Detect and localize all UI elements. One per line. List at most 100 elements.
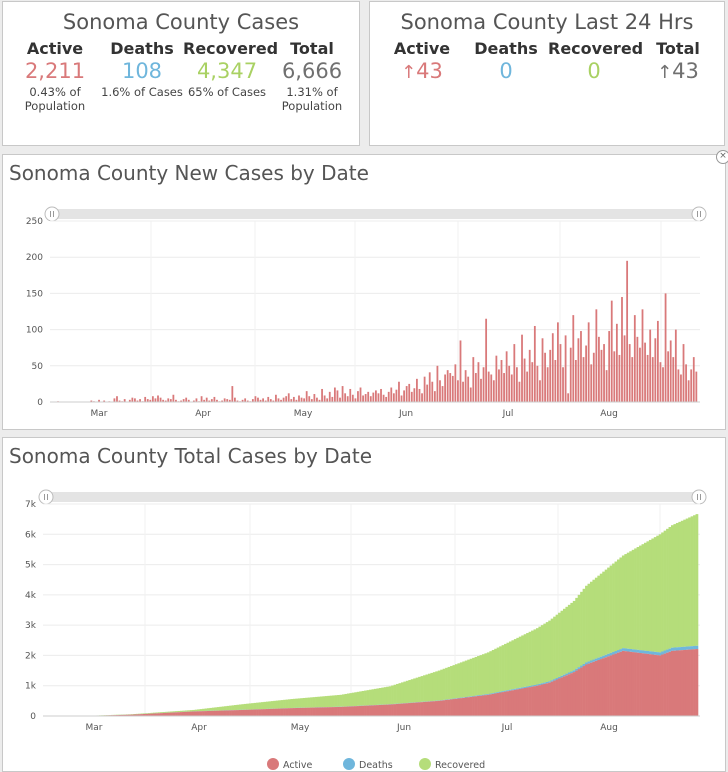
bar (454, 364, 457, 402)
recovered-bar (592, 579, 596, 660)
recovered-value: 4,347 (196, 59, 258, 83)
bar (159, 397, 162, 402)
deaths-bar (619, 649, 623, 652)
legend-swatch[interactable] (267, 758, 279, 770)
active-bar (695, 649, 699, 716)
legend-label[interactable]: Active (283, 760, 313, 771)
bar (526, 371, 529, 402)
active-bar (501, 692, 505, 716)
active-bar (543, 683, 547, 716)
bar (257, 397, 259, 402)
range-handle-right[interactable] (691, 206, 707, 222)
recovered-bar (361, 690, 365, 706)
deaths-bar (562, 674, 566, 677)
last24-title: Sonoma County Last 24 Hrs (400, 10, 694, 34)
range-scrollbar[interactable] (46, 492, 699, 502)
active-bar (607, 656, 610, 716)
legend-label[interactable]: Deaths (359, 760, 393, 771)
bar (510, 374, 513, 402)
bar (146, 399, 149, 402)
legend-swatch[interactable] (343, 758, 355, 770)
active-bar (565, 675, 569, 716)
active-bar (440, 700, 443, 716)
total-cases-panel: Sonoma County Total Cases by Date 0 1k 2k 3… (2, 437, 726, 772)
bar (439, 380, 441, 402)
range-scrollbar[interactable] (52, 209, 699, 219)
close-icon[interactable]: × (716, 150, 728, 164)
legend-swatch[interactable] (419, 758, 431, 770)
bar (567, 393, 570, 402)
last24-deaths-stat: Deaths 0 (466, 39, 546, 83)
bar (508, 365, 511, 402)
active-bar (496, 692, 500, 716)
range-handle-right[interactable] (691, 489, 707, 505)
bar (400, 395, 403, 402)
bar (654, 338, 657, 402)
recovered-bar (548, 620, 552, 682)
bar (369, 396, 372, 402)
bar (390, 387, 393, 402)
active-bar (148, 713, 151, 716)
deaths-bar (572, 670, 576, 673)
active-bar (192, 711, 196, 716)
bar (203, 399, 206, 402)
recovered-bar (292, 698, 296, 708)
recovered-bar (359, 691, 362, 706)
recovered-bar (339, 694, 343, 707)
bar (690, 369, 693, 402)
bar (310, 399, 313, 402)
deaths-bar (648, 651, 652, 655)
bar (282, 397, 285, 402)
y-tick-label: 50 (32, 362, 44, 372)
bar (436, 365, 439, 402)
bar (544, 352, 546, 402)
deaths-bar (560, 675, 564, 678)
legend-label[interactable]: Recovered (435, 760, 485, 771)
recovered-bar (138, 713, 142, 715)
active-bar (673, 650, 677, 716)
deaths-bar (656, 652, 660, 656)
active-bar (317, 707, 321, 716)
bar (346, 396, 349, 402)
recovered-bar (511, 640, 515, 690)
recovered-bar (545, 622, 549, 682)
active-bar (322, 707, 326, 716)
deaths-bar (621, 648, 625, 651)
recovered-bar (685, 518, 689, 647)
bar (682, 344, 685, 402)
recovered-bar (693, 515, 696, 646)
recovered-bar (300, 698, 304, 708)
deaths-bar (685, 646, 689, 650)
range-handle-left[interactable] (38, 489, 54, 505)
deaths-bar (553, 679, 556, 681)
bar (574, 360, 577, 402)
range-handle-left[interactable] (44, 206, 60, 222)
y-tick-label: 5k (25, 561, 37, 571)
active-bar (327, 707, 331, 716)
bar (254, 396, 257, 402)
active-bar (685, 649, 689, 716)
recovered-bar (319, 696, 323, 708)
bar (615, 323, 618, 402)
active-bar (508, 690, 512, 716)
recovered-bar (324, 696, 328, 708)
active-bar (648, 654, 652, 716)
active-bar (459, 698, 463, 716)
deaths-bar (511, 689, 515, 691)
recovered-bar (636, 547, 640, 650)
bar (469, 387, 472, 402)
recovered-bar (531, 630, 534, 686)
bar (149, 399, 152, 402)
bar (272, 400, 275, 402)
recovered-bar (533, 629, 537, 685)
deaths-bar (540, 683, 544, 685)
recovered-bar (162, 711, 166, 713)
active-bar (609, 655, 613, 716)
active-bar (538, 685, 542, 716)
bar (646, 354, 649, 402)
bar (303, 398, 306, 402)
active-bar (589, 662, 593, 716)
bar (528, 349, 531, 402)
active-bar (145, 713, 149, 716)
active-bar (381, 704, 385, 716)
